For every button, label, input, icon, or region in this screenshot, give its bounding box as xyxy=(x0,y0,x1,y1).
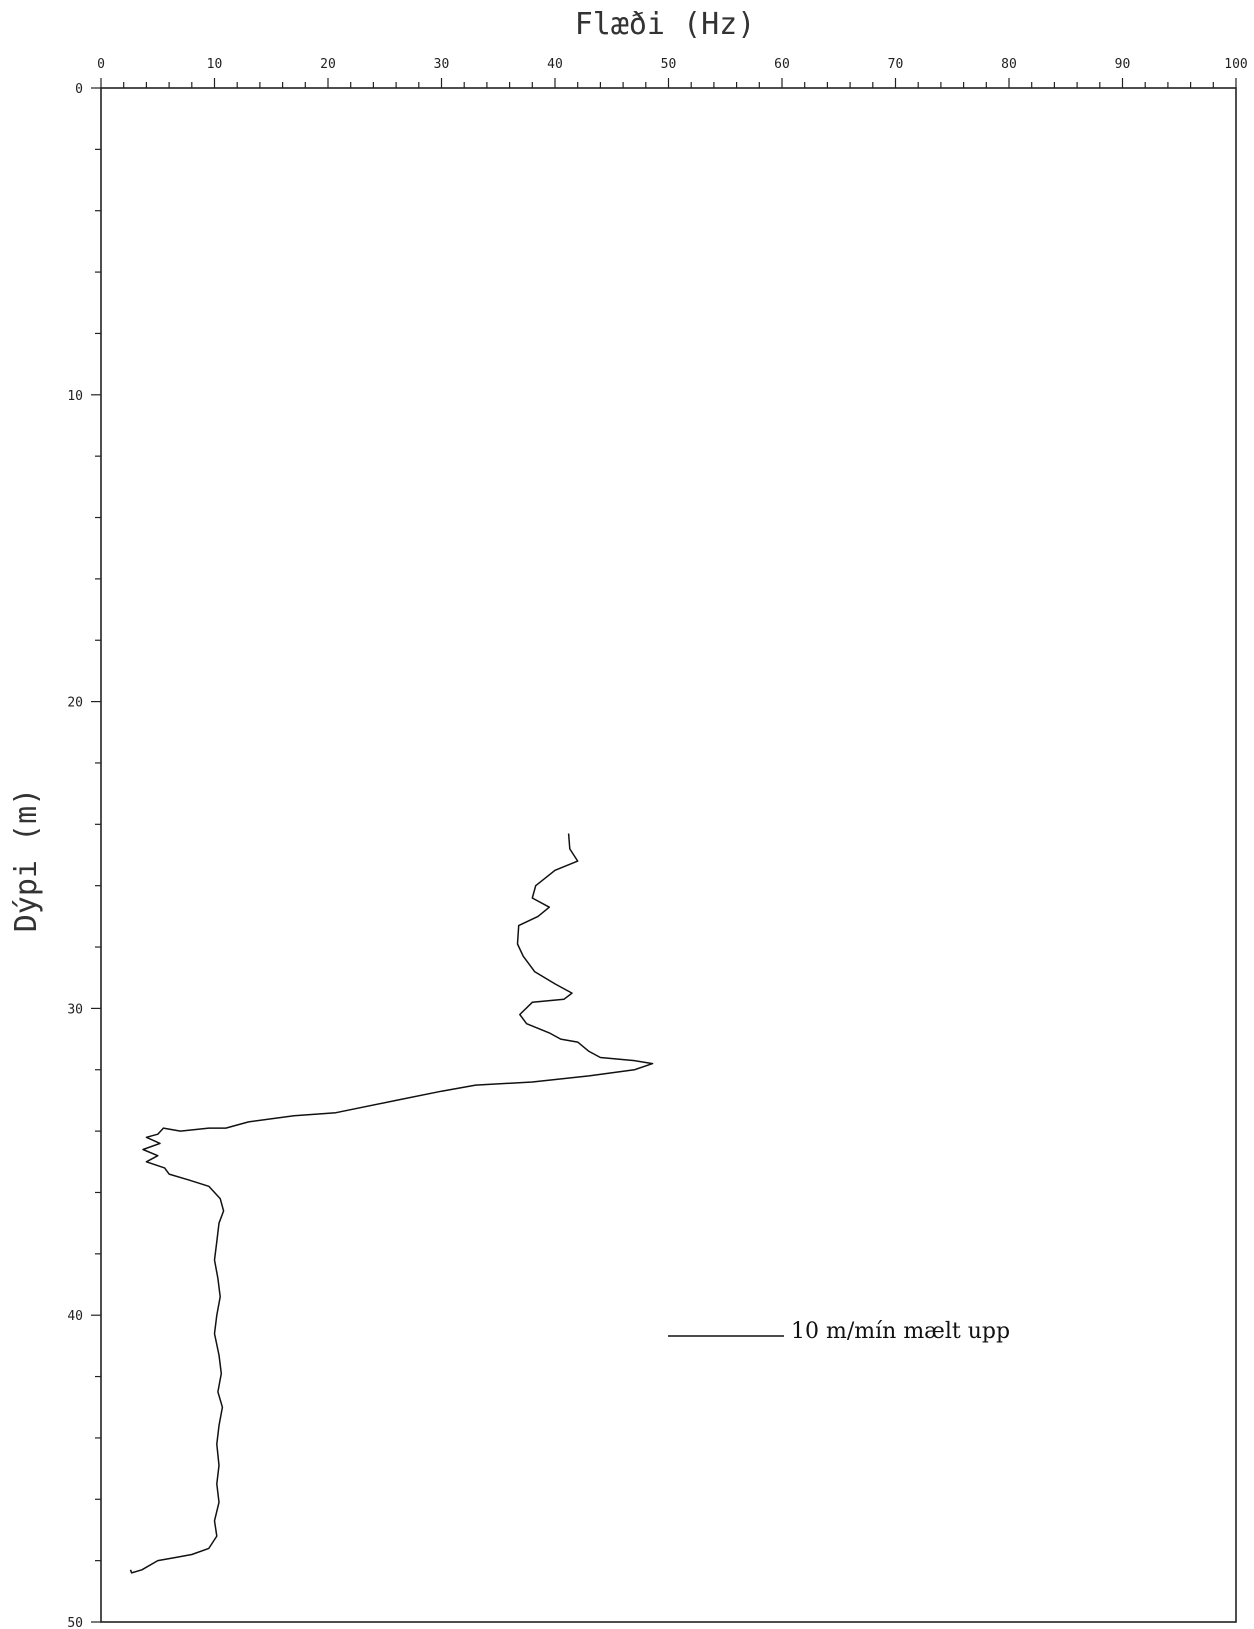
x-axis-ticks xyxy=(100,78,1237,88)
x-tick-label: 80 xyxy=(1001,57,1017,72)
flow-profile-line xyxy=(129,833,654,1574)
x-tick-label: 90 xyxy=(1115,57,1131,72)
y-tick-label: 10 xyxy=(67,389,83,404)
x-tick-label: 60 xyxy=(774,57,790,72)
x-tick-label: 40 xyxy=(547,57,563,72)
x-axis-title: Flæði (Hz) xyxy=(575,7,756,42)
x-axis-tick-labels: 0 10 20 30 40 50 60 70 80 90 100 xyxy=(97,57,1248,72)
y-axis-title: Dýpi (m) xyxy=(9,788,44,933)
legend: 10 m/mín mælt upp xyxy=(668,1319,1010,1344)
y-axis-ticks xyxy=(91,87,101,1623)
x-tick-label: 30 xyxy=(434,57,450,72)
x-tick-label: 50 xyxy=(661,57,677,72)
y-tick-label: 40 xyxy=(67,1309,83,1324)
y-tick-label: 20 xyxy=(67,696,83,711)
y-tick-label: 50 xyxy=(67,1616,83,1629)
x-tick-label: 20 xyxy=(320,57,336,72)
x-tick-label: 10 xyxy=(207,57,223,72)
series-layer xyxy=(129,833,654,1574)
x-tick-label: 0 xyxy=(97,57,105,72)
y-axis-tick-labels: 0 10 20 30 40 50 xyxy=(67,82,83,1629)
plot-frame xyxy=(100,87,1237,1623)
x-tick-label: 100 xyxy=(1224,57,1247,72)
y-tick-label: 30 xyxy=(67,1002,83,1017)
x-tick-label: 70 xyxy=(888,57,904,72)
plot-border xyxy=(100,87,1237,1623)
y-tick-label: 0 xyxy=(75,82,83,97)
legend-label: 10 m/mín mælt upp xyxy=(791,1319,1010,1344)
